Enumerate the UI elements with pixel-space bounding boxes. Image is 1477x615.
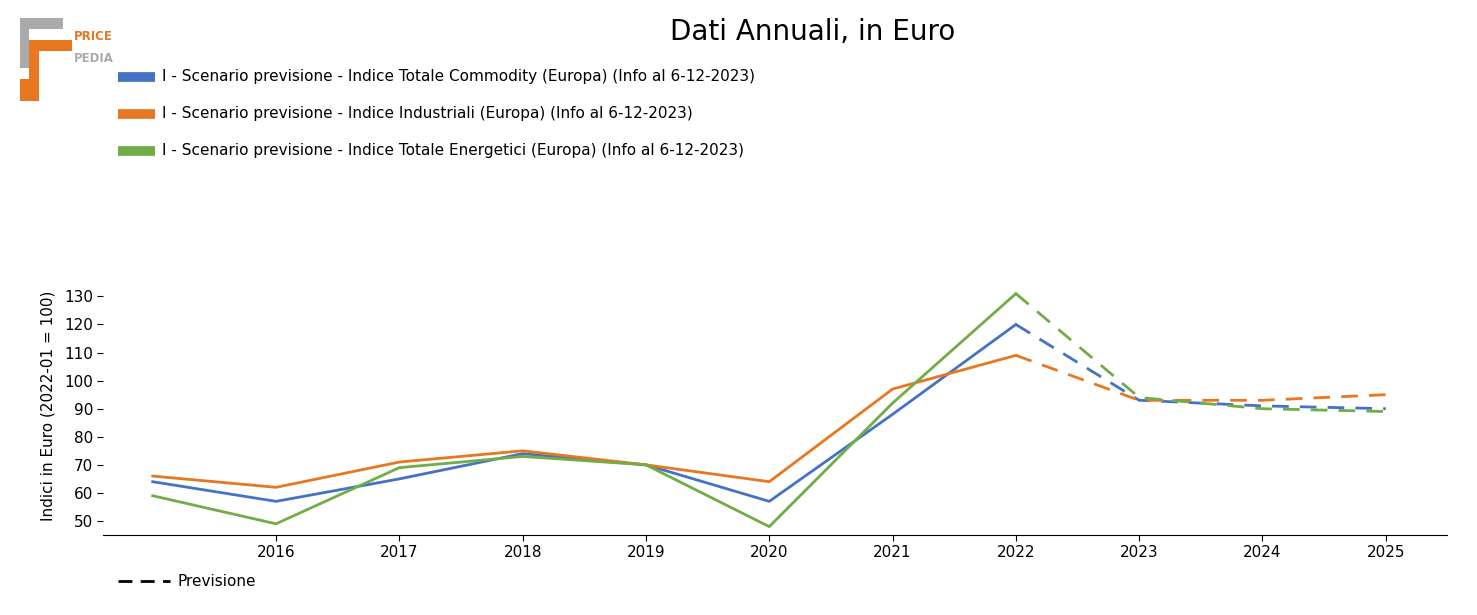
Text: Previsione: Previsione xyxy=(177,574,256,589)
Text: I - Scenario previsione - Indice Industriali (Europa) (Info al 6-12-2023): I - Scenario previsione - Indice Industr… xyxy=(162,106,693,121)
Text: PRICE: PRICE xyxy=(74,30,114,43)
Text: PEDIA: PEDIA xyxy=(74,52,114,65)
Text: I - Scenario previsione - Indice Totale Commodity (Europa) (Info al 6-12-2023): I - Scenario previsione - Indice Totale … xyxy=(162,69,755,84)
Text: I - Scenario previsione - Indice Totale Energetici (Europa) (Info al 6-12-2023): I - Scenario previsione - Indice Totale … xyxy=(162,143,744,158)
Polygon shape xyxy=(19,18,62,68)
Polygon shape xyxy=(30,40,72,101)
Text: Dati Annuali, in Euro: Dati Annuali, in Euro xyxy=(669,18,956,47)
Y-axis label: Indici in Euro (2022-01 = 100): Indici in Euro (2022-01 = 100) xyxy=(41,291,56,521)
Polygon shape xyxy=(19,79,30,101)
